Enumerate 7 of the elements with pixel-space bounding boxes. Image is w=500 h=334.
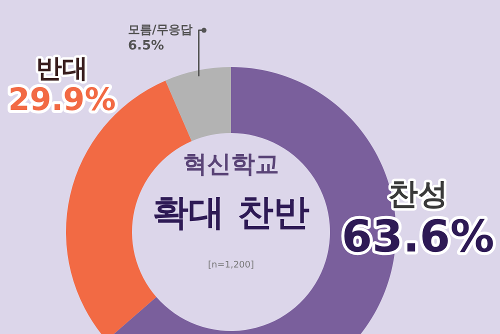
text: 혁신학교: [183, 150, 279, 178]
data-label: 6.5%: [128, 38, 164, 54]
text: 확대 찬반: [152, 192, 310, 234]
slice-label: 모름/무응답: [128, 22, 192, 36]
data-label: 29.9%: [8, 82, 116, 118]
slice-label: 반대: [36, 54, 88, 84]
text: [n=1,200]: [208, 260, 254, 270]
